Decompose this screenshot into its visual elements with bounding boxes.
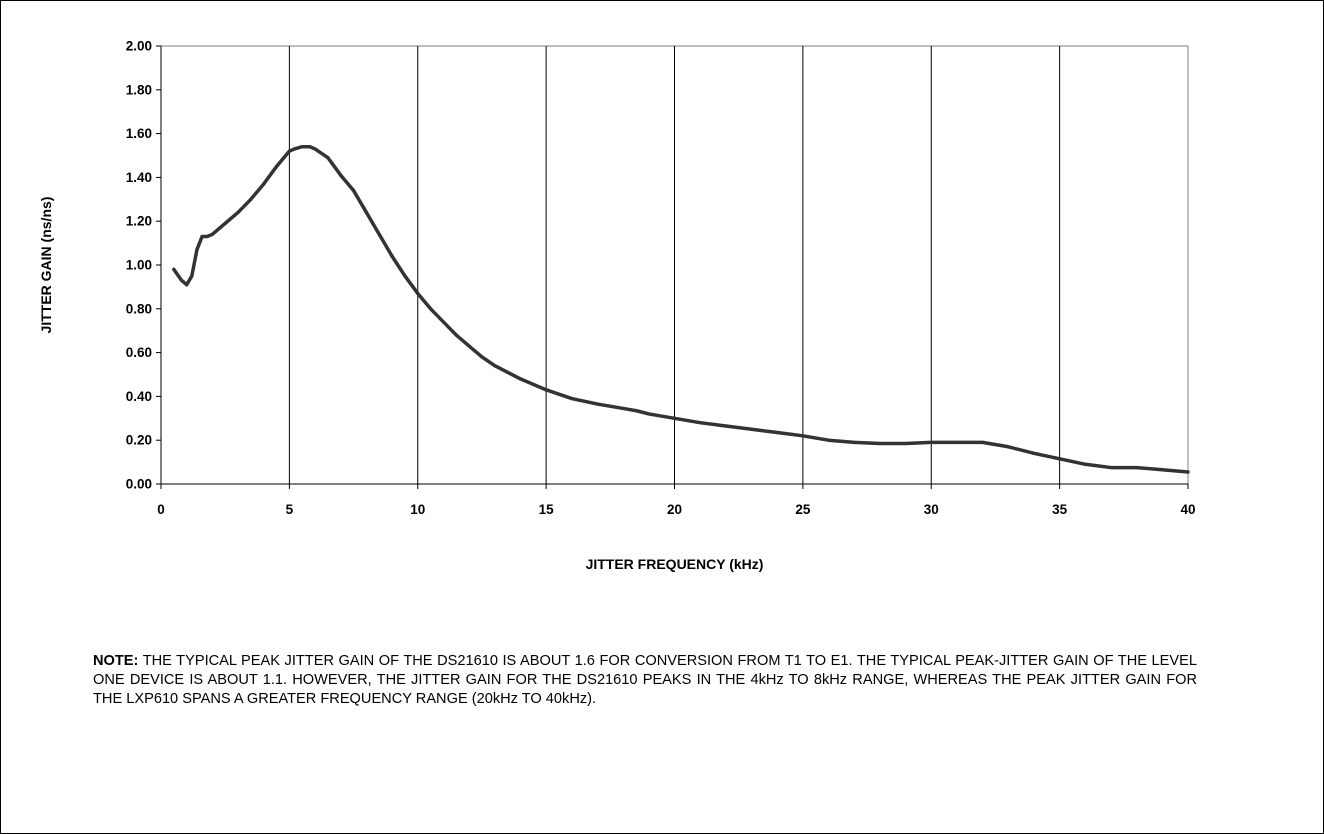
data-point bbox=[775, 430, 779, 435]
data-point bbox=[544, 388, 548, 392]
data-point bbox=[672, 416, 677, 420]
data-point bbox=[377, 232, 381, 236]
data-point bbox=[223, 221, 227, 225]
data-point bbox=[878, 441, 882, 446]
data-point bbox=[172, 267, 176, 271]
data-point bbox=[454, 333, 458, 337]
data-point bbox=[339, 173, 343, 177]
data-point bbox=[749, 427, 754, 431]
data-point bbox=[1032, 451, 1036, 455]
data-point bbox=[903, 441, 908, 446]
data-point bbox=[179, 278, 184, 282]
data-point bbox=[416, 291, 420, 296]
data-point bbox=[274, 164, 279, 169]
data-point bbox=[647, 412, 651, 416]
data-point bbox=[249, 197, 253, 201]
data-point bbox=[195, 248, 199, 252]
jitter-gain-chart: 0.00 0.20 0.40 0.60 0.80 1.00 1.20 1.40 1.60 1.80… bbox=[38, 39, 1196, 573]
data-point bbox=[518, 377, 523, 381]
data-point bbox=[1006, 445, 1010, 449]
x-tick-label: 40 bbox=[1180, 502, 1195, 517]
data-point bbox=[852, 440, 856, 444]
data-point bbox=[403, 274, 407, 278]
x-tick-label: 25 bbox=[795, 502, 811, 517]
note-text: THE TYPICAL PEAK JITTER GAIN OF THE DS21… bbox=[93, 653, 1197, 707]
y-tick-label: 0.20 bbox=[126, 433, 152, 448]
data-point bbox=[955, 440, 959, 444]
data-point bbox=[1083, 462, 1087, 466]
y-tick-label: 0.80 bbox=[126, 301, 152, 316]
y-tick-label: 1.00 bbox=[126, 258, 152, 273]
y-tick-label: 0.60 bbox=[126, 345, 152, 360]
x-axis-title: JITTER FREQUENCY (kHz) bbox=[586, 556, 764, 572]
data-point bbox=[1160, 468, 1164, 472]
data-point bbox=[826, 438, 831, 442]
data-point bbox=[351, 188, 356, 193]
y-tick-label: 0.00 bbox=[126, 477, 152, 492]
data-point bbox=[724, 424, 728, 428]
data-point bbox=[1135, 465, 1139, 470]
data-point bbox=[981, 440, 985, 444]
data-point bbox=[364, 210, 368, 215]
data-point bbox=[262, 182, 266, 186]
data-point bbox=[480, 355, 484, 359]
data-point bbox=[1109, 465, 1113, 470]
data-point bbox=[313, 147, 317, 151]
data-point bbox=[200, 234, 204, 239]
x-tick-label: 30 bbox=[924, 502, 939, 517]
data-point bbox=[185, 283, 189, 287]
note-label: NOTE: bbox=[93, 653, 139, 669]
data-point bbox=[308, 145, 312, 149]
data-point bbox=[205, 234, 209, 239]
data-point bbox=[634, 409, 638, 413]
data-point bbox=[801, 434, 805, 438]
x-tick-label: 35 bbox=[1052, 502, 1068, 517]
data-point bbox=[292, 147, 297, 151]
data-point bbox=[929, 440, 933, 444]
y-tick-label: 1.20 bbox=[126, 214, 152, 229]
data-point bbox=[390, 254, 394, 258]
data-point bbox=[698, 421, 702, 425]
x-tick-label: 0 bbox=[157, 502, 165, 517]
y-tick-label: 1.80 bbox=[126, 82, 152, 97]
data-point bbox=[190, 274, 194, 278]
data-point bbox=[1186, 470, 1190, 474]
data-point bbox=[326, 156, 330, 160]
data-point bbox=[595, 402, 600, 406]
y-tick-label: 2.00 bbox=[126, 39, 152, 54]
data-point bbox=[570, 396, 574, 401]
data-point bbox=[1058, 457, 1062, 461]
x-tick-label: 20 bbox=[667, 502, 682, 517]
note-paragraph: NOTE: THE TYPICAL PEAK JITTER GAIN OF TH… bbox=[93, 652, 1197, 709]
data-point bbox=[467, 344, 471, 348]
data-point bbox=[428, 307, 433, 311]
data-point bbox=[287, 149, 291, 153]
y-tick-label: 0.40 bbox=[126, 389, 152, 404]
data-point bbox=[236, 210, 240, 215]
x-tick-label: 10 bbox=[410, 502, 425, 517]
y-tick-label: 1.60 bbox=[126, 126, 152, 141]
data-point bbox=[621, 406, 625, 411]
data-point bbox=[300, 145, 304, 149]
data-point bbox=[441, 320, 446, 324]
y-axis-title: JITTER GAIN (ns/ns) bbox=[38, 197, 54, 334]
data-point bbox=[493, 364, 497, 368]
x-tick-label: 15 bbox=[539, 502, 555, 517]
data-point bbox=[210, 232, 214, 236]
y-tick-label: 1.40 bbox=[126, 170, 152, 185]
jitter-gain-series-line bbox=[172, 144, 1190, 474]
x-tick-label: 5 bbox=[286, 502, 294, 517]
